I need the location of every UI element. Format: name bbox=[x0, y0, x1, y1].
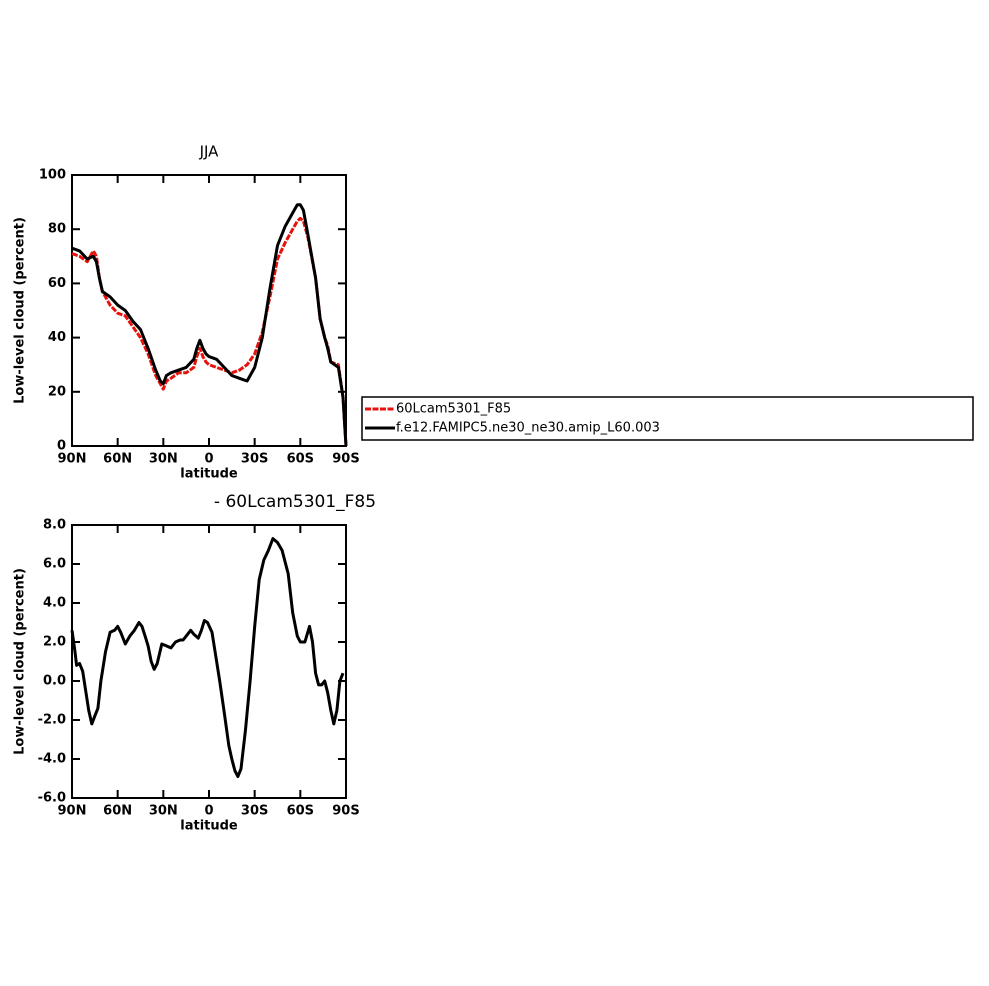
y-tick-label: -2.0 bbox=[38, 713, 66, 728]
x-tick-label: 0 bbox=[204, 804, 213, 819]
data-line bbox=[71, 203, 348, 447]
y-tick-label: 80 bbox=[48, 222, 66, 237]
x-tick-label: 90N bbox=[58, 804, 87, 819]
y-tick-label: 20 bbox=[48, 384, 66, 399]
data-line bbox=[70, 537, 345, 778]
x-tick-label: 0 bbox=[204, 452, 213, 467]
x-tick-label: 30S bbox=[241, 452, 268, 467]
x-tick-label: 30S bbox=[241, 804, 268, 819]
legend-box bbox=[361, 396, 974, 441]
y-tick-label: 6.0 bbox=[43, 557, 66, 572]
y-tick-label: 0.0 bbox=[43, 674, 66, 689]
chart-title: - 60Lcam5301_F85 bbox=[214, 492, 376, 512]
y-axis-label: Low-level cloud (percent) bbox=[13, 568, 28, 755]
x-axis-label: latitude bbox=[180, 819, 238, 834]
y-tick-label: 100 bbox=[39, 168, 66, 183]
x-axis-label: latitude bbox=[180, 467, 238, 482]
data-line bbox=[71, 216, 348, 447]
legend-label: f.e12.FAMIPC5.ne30_ne30.amip_L60.003 bbox=[396, 421, 660, 436]
x-tick-label: 60S bbox=[287, 452, 314, 467]
y-tick-label: 4.0 bbox=[43, 596, 66, 611]
x-tick-label: 90S bbox=[332, 804, 359, 819]
plot-frame bbox=[71, 524, 347, 799]
y-tick-label: 0 bbox=[57, 439, 66, 454]
x-tick-label: 60S bbox=[287, 804, 314, 819]
x-tick-label: 60N bbox=[103, 452, 132, 467]
y-tick-label: 60 bbox=[48, 276, 66, 291]
y-tick-label: 40 bbox=[48, 330, 66, 345]
y-tick-label: 2.0 bbox=[43, 635, 66, 650]
y-tick-label: 8.0 bbox=[43, 518, 66, 533]
y-tick-label: -6.0 bbox=[38, 791, 66, 806]
chart-title: JJA bbox=[199, 143, 220, 161]
y-tick-label: -4.0 bbox=[38, 752, 66, 767]
x-tick-label: 90N bbox=[58, 452, 87, 467]
x-tick-label: 60N bbox=[103, 804, 132, 819]
legend-label: 60Lcam5301_F85 bbox=[396, 402, 511, 417]
x-tick-label: 30N bbox=[149, 804, 178, 819]
x-tick-label: 90S bbox=[332, 452, 359, 467]
x-tick-label: 30N bbox=[149, 452, 178, 467]
y-axis-label: Low-level cloud (percent) bbox=[13, 217, 28, 404]
